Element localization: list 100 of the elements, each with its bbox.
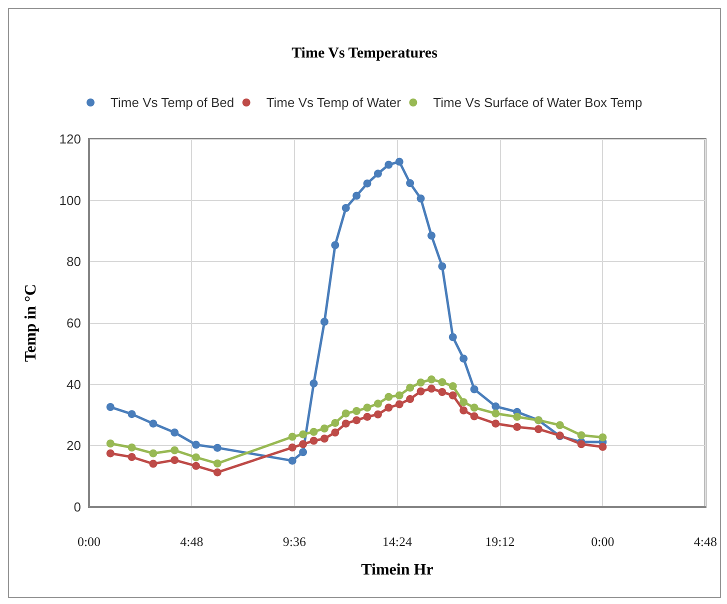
point bbox=[331, 428, 340, 436]
point bbox=[406, 395, 414, 404]
point bbox=[352, 192, 361, 200]
point bbox=[492, 420, 500, 428]
point bbox=[128, 444, 136, 452]
point bbox=[416, 378, 425, 386]
x-tick-label: 4:48 bbox=[180, 534, 204, 549]
point bbox=[299, 440, 308, 448]
point bbox=[438, 388, 446, 396]
point bbox=[577, 431, 586, 440]
x-tick-label: 14:24 bbox=[382, 534, 413, 549]
point bbox=[288, 456, 296, 465]
point bbox=[320, 434, 328, 443]
point bbox=[352, 407, 361, 416]
point bbox=[331, 418, 340, 427]
point bbox=[363, 404, 372, 412]
point bbox=[342, 204, 350, 212]
y-tick-label: 100 bbox=[59, 192, 81, 208]
point bbox=[374, 170, 382, 178]
y-tick-label: 20 bbox=[66, 438, 81, 454]
point bbox=[192, 440, 200, 449]
point bbox=[416, 194, 425, 202]
point bbox=[416, 387, 425, 396]
point bbox=[556, 421, 564, 430]
point bbox=[310, 379, 318, 388]
chart-title: Time Vs Temperatures bbox=[292, 46, 438, 62]
x-tick-label: 0:00 bbox=[77, 534, 101, 549]
x-tick-label: 4:48 bbox=[694, 534, 718, 549]
point bbox=[106, 440, 114, 448]
point bbox=[331, 241, 340, 250]
point bbox=[395, 391, 404, 400]
point bbox=[192, 462, 200, 470]
point bbox=[427, 232, 436, 240]
point bbox=[374, 410, 382, 418]
point bbox=[492, 402, 500, 410]
y-tick-label: 120 bbox=[59, 132, 81, 146]
point bbox=[598, 442, 607, 451]
point bbox=[470, 385, 478, 394]
point bbox=[352, 416, 361, 424]
point bbox=[470, 404, 478, 412]
point bbox=[598, 433, 607, 442]
point bbox=[170, 456, 179, 464]
point bbox=[577, 440, 586, 448]
point bbox=[448, 333, 457, 342]
point bbox=[288, 444, 296, 452]
point bbox=[513, 422, 522, 431]
y-tick-label: 0 bbox=[74, 500, 81, 514]
point bbox=[213, 468, 222, 476]
point bbox=[438, 378, 446, 386]
point bbox=[460, 406, 468, 414]
point bbox=[406, 384, 414, 392]
point bbox=[395, 400, 404, 408]
point bbox=[470, 412, 478, 420]
legend-label: Time Vs Temp of Bed bbox=[110, 95, 234, 110]
point bbox=[149, 449, 158, 458]
point bbox=[448, 391, 457, 400]
point bbox=[170, 428, 179, 436]
point bbox=[427, 384, 436, 393]
point bbox=[128, 410, 136, 418]
point bbox=[406, 179, 414, 188]
point bbox=[492, 409, 500, 418]
legend-label: Time Vs Temp of Water bbox=[266, 95, 402, 110]
y-tick-label: 80 bbox=[66, 254, 81, 270]
point bbox=[106, 403, 114, 412]
y-tick-label: 40 bbox=[66, 376, 81, 392]
point bbox=[384, 392, 393, 401]
point bbox=[438, 262, 446, 270]
point bbox=[460, 398, 468, 406]
point bbox=[106, 449, 114, 458]
point bbox=[213, 459, 222, 468]
point bbox=[310, 436, 318, 445]
point bbox=[149, 420, 158, 428]
point bbox=[288, 432, 296, 441]
point bbox=[320, 318, 328, 326]
point bbox=[310, 428, 318, 436]
point bbox=[299, 448, 308, 456]
y-axis-title: Temp in °C bbox=[22, 284, 40, 362]
point bbox=[448, 382, 457, 390]
point bbox=[320, 424, 328, 432]
point bbox=[128, 453, 136, 462]
point bbox=[149, 460, 158, 468]
point bbox=[363, 412, 372, 421]
legend-label: Time Vs Surface of Water Box Temp bbox=[433, 95, 642, 110]
point bbox=[213, 444, 222, 452]
point bbox=[342, 409, 350, 418]
point bbox=[384, 160, 393, 169]
point bbox=[460, 354, 468, 363]
point bbox=[363, 179, 372, 188]
point bbox=[299, 430, 308, 438]
point bbox=[395, 158, 404, 166]
point bbox=[427, 375, 436, 384]
point bbox=[170, 446, 179, 454]
point bbox=[384, 404, 393, 412]
point bbox=[513, 412, 522, 421]
x-tick-label: 0:00 bbox=[591, 534, 614, 549]
x-tick-label: 9:36 bbox=[282, 534, 307, 549]
point bbox=[374, 400, 382, 408]
y-tick-label: 60 bbox=[66, 316, 81, 330]
point bbox=[534, 425, 542, 434]
x-tick-label: 19:12 bbox=[485, 534, 515, 549]
